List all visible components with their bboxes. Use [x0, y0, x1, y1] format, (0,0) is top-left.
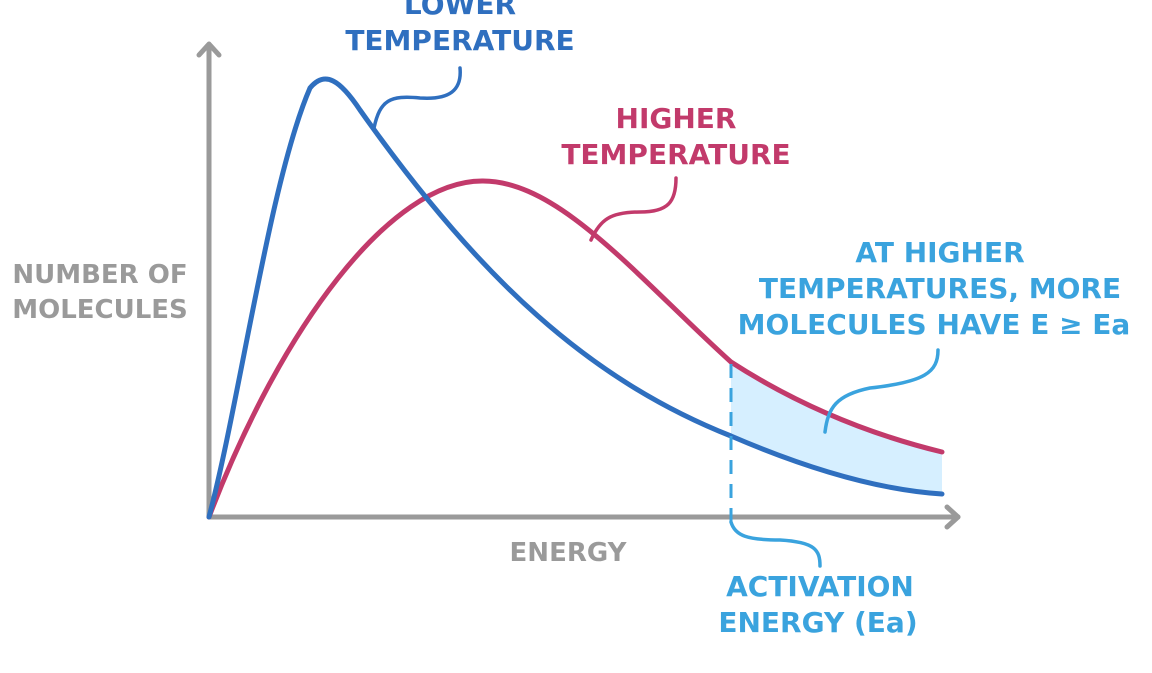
- lower-temperature-label-line-1: LOWER: [404, 0, 516, 21]
- higher-temperature-curve: [206, 178, 945, 520]
- shaded-region-label: AT HIGHER TEMPERATURES, MORE MOLECULES H…: [738, 236, 1131, 341]
- shaded-region-label-line-2: TEMPERATURES, MORE: [759, 272, 1121, 305]
- lower-temperature-leader: [372, 66, 462, 130]
- y-axis-arrowhead: [196, 41, 222, 58]
- lower-temperature-curve: [206, 76, 945, 520]
- axes: [196, 41, 961, 530]
- activation-energy-label: ACTIVATION ENERGY (Ea): [718, 570, 917, 639]
- higher-temperature-label: HIGHER TEMPERATURE: [561, 102, 790, 171]
- y-axis-label: NUMBER OF MOLECULES: [12, 260, 188, 325]
- activation-energy-label-line-2: ENERGY (Ea): [718, 606, 917, 639]
- shaded-region-label-line-3: MOLECULES HAVE E ≥ Ea: [738, 308, 1131, 341]
- y-axis-label-line-1: NUMBER OF: [12, 260, 187, 290]
- higher-temperature-label-line-1: HIGHER: [616, 102, 737, 135]
- lower-temperature-label-line-2: TEMPERATURE: [345, 24, 574, 57]
- x-axis-arrowhead: [944, 504, 961, 530]
- higher-temperature-label-line-2: TEMPERATURE: [561, 138, 790, 171]
- shaded-region-leader: [823, 348, 940, 434]
- x-axis-label: ENERGY: [510, 538, 628, 568]
- activation-energy-leader: [729, 520, 822, 568]
- y-axis-label-line-2: MOLECULES: [12, 295, 188, 325]
- lower-temperature-label: LOWER TEMPERATURE: [345, 0, 574, 57]
- higher-temperature-leader: [589, 176, 678, 242]
- shaded-region-label-line-1: AT HIGHER: [855, 236, 1024, 269]
- activation-energy-label-line-1: ACTIVATION: [726, 570, 914, 603]
